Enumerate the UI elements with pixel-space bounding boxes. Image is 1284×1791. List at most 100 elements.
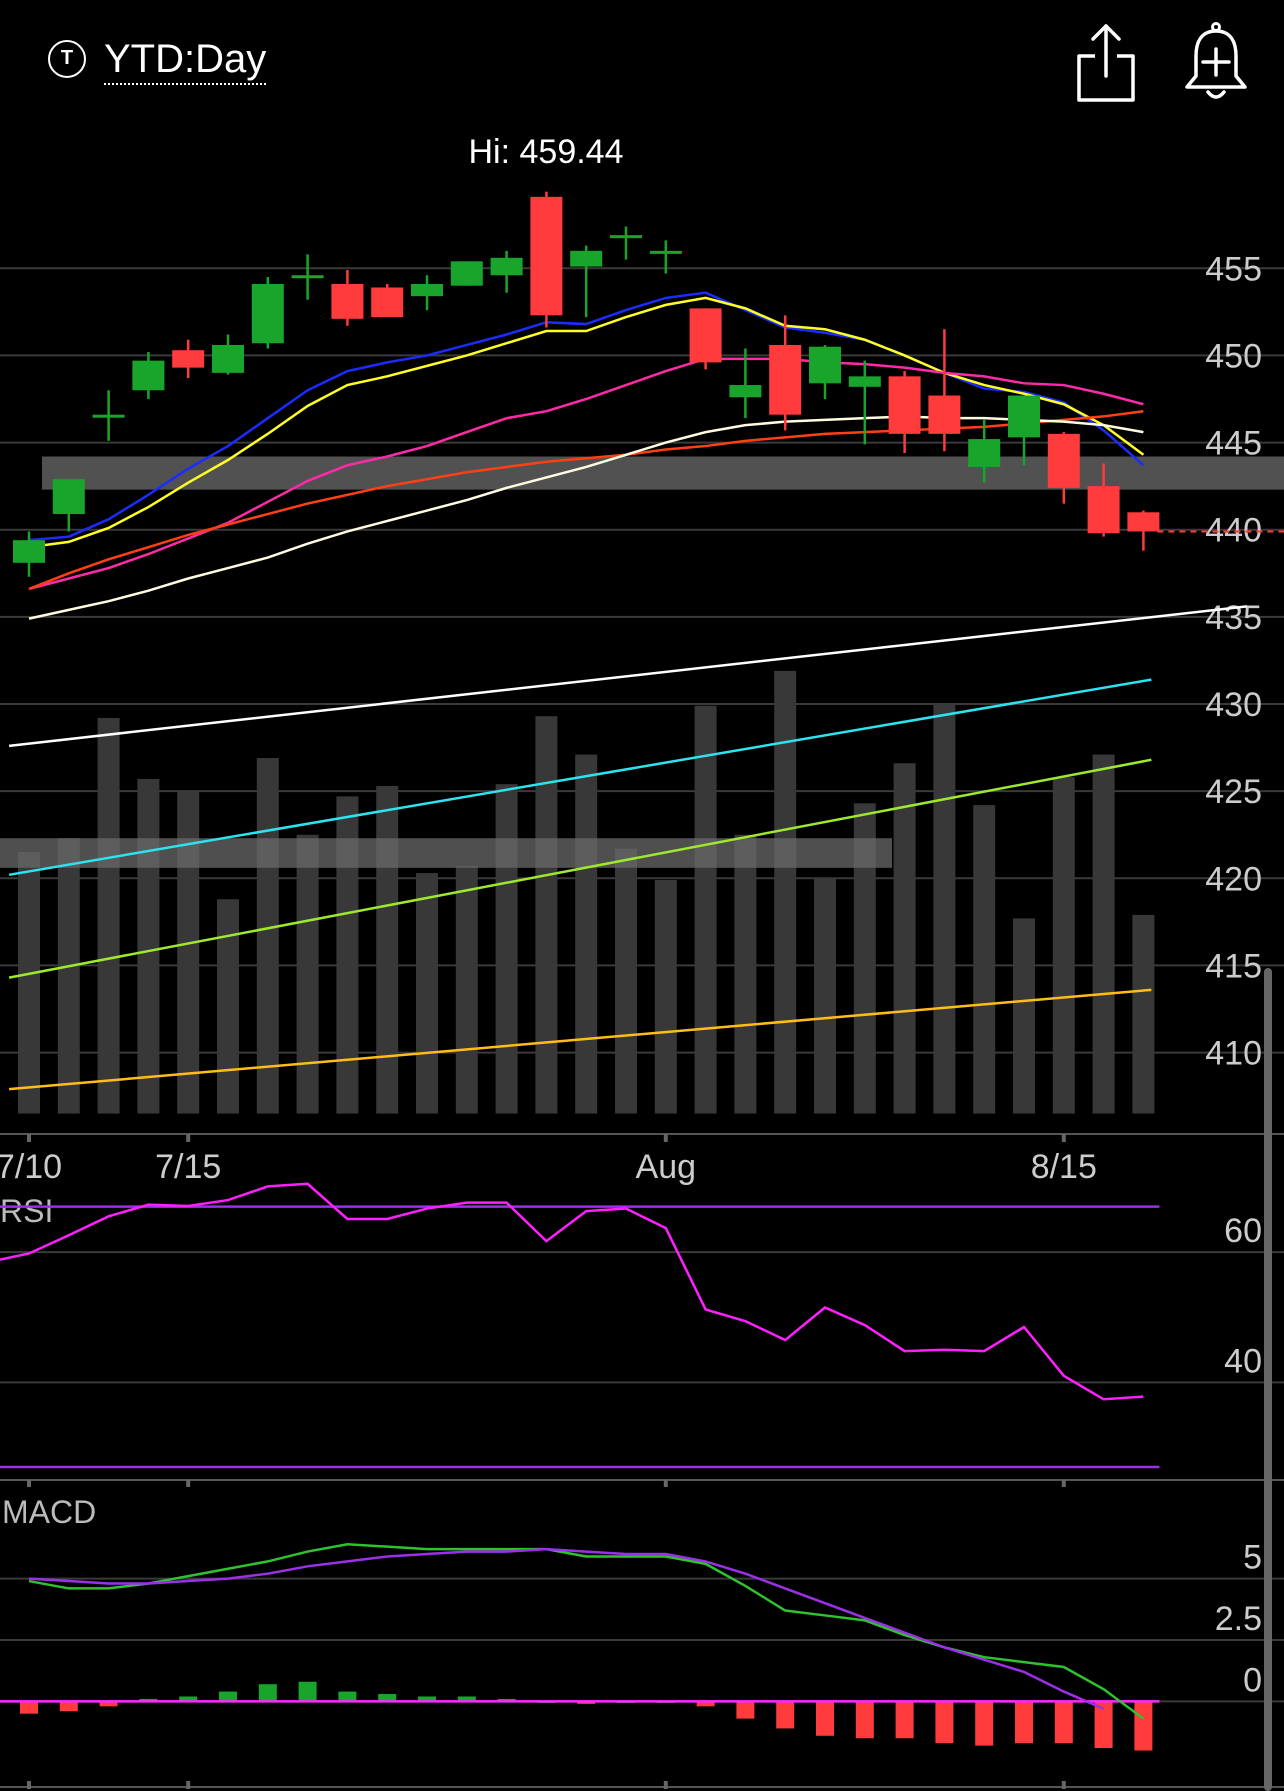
moving-average-long <box>8 605 1248 748</box>
macd-histogram-bar <box>457 1696 476 1702</box>
add-alert-icon[interactable] <box>1180 22 1252 104</box>
candle-body <box>212 344 244 373</box>
volume-bar <box>774 670 797 1114</box>
volume-bar <box>933 704 956 1114</box>
moving-average-line <box>28 296 1145 549</box>
y-tick-label: 435 <box>1205 599 1262 637</box>
period-selector[interactable]: YTD:Day <box>104 36 267 85</box>
moving-average-long <box>8 758 1152 979</box>
volume-bar <box>853 803 876 1114</box>
candle-body <box>649 250 682 254</box>
candle-body <box>928 395 961 434</box>
candle-body <box>1008 395 1040 438</box>
macd-histogram-bar <box>855 1701 874 1739</box>
y-tick-label: 455 <box>1205 250 1262 288</box>
volume-bar <box>495 784 518 1114</box>
macd-histogram-bar <box>1134 1701 1153 1751</box>
macd-histogram-bar <box>59 1701 78 1712</box>
candle-body <box>968 439 1001 467</box>
moving-average-long <box>8 988 1152 1091</box>
top-bar: T YTD:Day <box>0 0 1284 120</box>
volume-bar <box>137 778 160 1114</box>
macd-histogram-bar <box>20 1701 38 1714</box>
volume-bar <box>893 763 916 1114</box>
macd-line <box>28 1547 1105 1710</box>
volume-bar <box>57 838 80 1114</box>
macd-tick-label: 5 <box>1243 1539 1262 1577</box>
candle-body <box>888 376 921 434</box>
period-icon: T <box>48 40 86 78</box>
candle-body <box>291 275 324 279</box>
macd-tick-label: 0 <box>1243 1661 1262 1699</box>
macd-histogram-bar <box>378 1694 397 1702</box>
moving-average-line <box>28 409 1144 591</box>
rsi-title: RSI <box>0 1193 53 1229</box>
macd-histogram-bar <box>1094 1701 1113 1749</box>
volume-bar <box>455 866 478 1114</box>
volume-bar <box>1052 777 1075 1114</box>
macd-histogram-bar <box>258 1684 277 1702</box>
candle-body <box>689 308 722 363</box>
x-tick-label: 7/10 <box>0 1148 62 1186</box>
macd-histogram-bar <box>776 1701 795 1729</box>
volume-bar <box>256 758 279 1114</box>
candle-body <box>13 540 45 563</box>
rsi-line <box>0 1182 1144 1401</box>
macd-histogram-bar <box>338 1691 357 1702</box>
candles <box>13 191 1160 577</box>
volume-bar <box>814 878 836 1114</box>
highlight-band <box>0 838 892 868</box>
volume-bar <box>177 791 200 1114</box>
candle-body <box>729 385 762 398</box>
candle-body <box>52 479 85 515</box>
candle-body <box>331 283 364 319</box>
candle-body <box>132 360 165 391</box>
share-icon[interactable] <box>1075 22 1137 104</box>
candle-body <box>92 414 125 418</box>
candle-body <box>610 235 642 239</box>
candle-body <box>570 250 603 267</box>
y-tick-label: 410 <box>1205 1035 1262 1073</box>
macd-histogram-bar <box>816 1701 834 1736</box>
volume-bar <box>18 852 40 1114</box>
volume-bars <box>18 670 1155 1114</box>
macd-histogram-bar <box>179 1696 198 1702</box>
vertical-scrollbar[interactable] <box>1264 968 1272 1791</box>
volume-bar <box>217 899 239 1114</box>
volume-bar <box>1092 754 1115 1114</box>
macd-tick-label: 2.5 <box>1215 1600 1262 1638</box>
macd-histogram-bar <box>99 1701 118 1707</box>
volume-bar <box>296 834 319 1114</box>
macd-histogram-bar <box>1015 1701 1033 1744</box>
y-tick-label: 450 <box>1205 337 1262 375</box>
y-tick-label: 415 <box>1205 947 1262 985</box>
macd-histogram-bar <box>298 1681 317 1702</box>
hi-label: Hi: 459.44 <box>469 133 624 171</box>
y-tick-label: 445 <box>1205 425 1262 463</box>
volume-bar <box>694 705 717 1114</box>
candle-body <box>1047 433 1080 488</box>
x-tick-label: 7/15 <box>155 1148 221 1186</box>
macd-title: MACD <box>2 1494 96 1530</box>
volume-bar <box>973 805 996 1114</box>
macd-histogram-bar <box>696 1701 715 1707</box>
candle-body <box>530 196 563 316</box>
volume-bar <box>416 873 438 1114</box>
candle-body <box>809 346 841 384</box>
volume-bar <box>1013 918 1035 1114</box>
volume-bar <box>615 848 637 1114</box>
x-tick-label: 8/15 <box>1031 1148 1097 1186</box>
macd-histogram-bar <box>418 1696 436 1702</box>
x-tick-label: Aug <box>636 1148 697 1186</box>
volume-bar <box>97 717 120 1114</box>
candle-body <box>848 376 881 387</box>
candle-body <box>371 287 404 318</box>
candle-body <box>769 344 802 415</box>
volume-bar <box>376 785 399 1114</box>
macd-histogram-bar <box>1054 1701 1073 1744</box>
y-tick-label: 420 <box>1205 860 1262 898</box>
candle-body <box>251 283 284 344</box>
macd-histogram-bar <box>219 1691 237 1702</box>
